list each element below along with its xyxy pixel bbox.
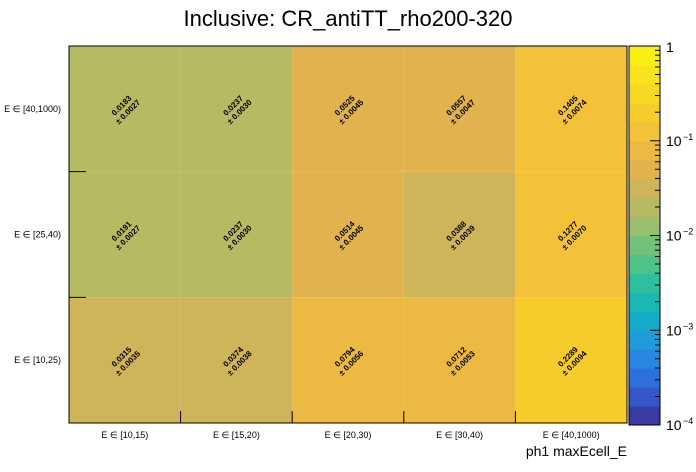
color-scale-tick-label: 10 [666, 322, 682, 338]
color-scale-ticks: 110−110−210−310−4 [650, 39, 693, 433]
heatmap-cell [515, 171, 627, 298]
color-scale-segment [629, 273, 660, 293]
color-scale-segment [629, 102, 660, 123]
color-scale-segment [629, 140, 660, 161]
color-scale-segment [629, 83, 660, 104]
heatmap-cell [292, 297, 404, 423]
color-scale-segment [629, 387, 660, 407]
y-tick-label: E ∈ [25,40) [14, 230, 61, 240]
color-scale-tick-exponent: −1 [683, 132, 693, 142]
color-scale-tick-exponent: −4 [683, 416, 693, 426]
y-tick-label: E ∈ [10,25) [14, 355, 61, 365]
heatmap-cell [292, 46, 404, 172]
heatmap-cell [69, 171, 181, 298]
color-scale-segment [629, 368, 660, 388]
color-scale-segment [629, 292, 660, 312]
y-axis-ticks: E ∈ [10,25) E ∈ [25,40) E ∈ [40,1000) [4, 104, 86, 365]
color-scale-segment [629, 121, 660, 142]
color-scale-segment [629, 349, 660, 369]
color-scale-segment [629, 311, 660, 331]
heatmap-cell [515, 297, 627, 423]
x-tick-label: E ∈ [10,15) [101, 430, 148, 440]
x-tick-label: E ∈ [40,1000) [543, 430, 600, 440]
heatmap-cells [69, 46, 627, 423]
color-scale-tick-label: 10 [666, 228, 682, 244]
heatmap-cell [69, 297, 181, 423]
heatmap-cell [403, 46, 516, 172]
x-axis-ticks: E ∈ [10,15) E ∈ [15,20) E ∈ [20,30) E ∈ [30… [101, 411, 600, 440]
color-scale-segment [629, 235, 660, 255]
color-scale-segment [629, 216, 660, 236]
chart-title: Inclusive: CR_antiTT_rho200-320 [184, 6, 513, 31]
plot-frame [68, 45, 628, 424]
heatmap-cell [515, 46, 627, 172]
color-scale-segment [629, 46, 660, 66]
heatmap-cell [180, 297, 293, 423]
heatmap-cell [180, 46, 293, 172]
color-scale-tick-label: 1 [666, 39, 674, 55]
heatmap-cell [403, 297, 516, 423]
heatmap-cell [403, 171, 516, 298]
x-tick-label: E ∈ [30,40) [436, 430, 483, 440]
color-scale-tick-label: 10 [666, 417, 682, 433]
heatmap-cell [292, 171, 404, 298]
y-tick-label: E ∈ [40,1000) [4, 104, 61, 114]
x-tick-label: E ∈ [20,30) [325, 430, 372, 440]
heatmap-cell [69, 46, 181, 172]
color-scale-segment [629, 197, 660, 218]
color-scale-bar [628, 45, 661, 426]
color-scale-segment [629, 64, 660, 85]
color-scale-tick-exponent: −2 [683, 227, 693, 237]
color-scale-segment [629, 178, 660, 199]
heatmap-cell [180, 171, 293, 298]
color-scale-segment [629, 330, 660, 350]
x-tick-label: E ∈ [15,20) [213, 430, 260, 440]
color-scale-tick-exponent: −3 [683, 321, 693, 331]
color-scale-tick-label: 10 [666, 133, 682, 149]
color-scale-segment [629, 159, 660, 180]
color-scale-segment [629, 406, 660, 426]
color-scale-segment [629, 254, 660, 274]
x-axis-label: ph1 maxEcell_E [526, 443, 627, 459]
